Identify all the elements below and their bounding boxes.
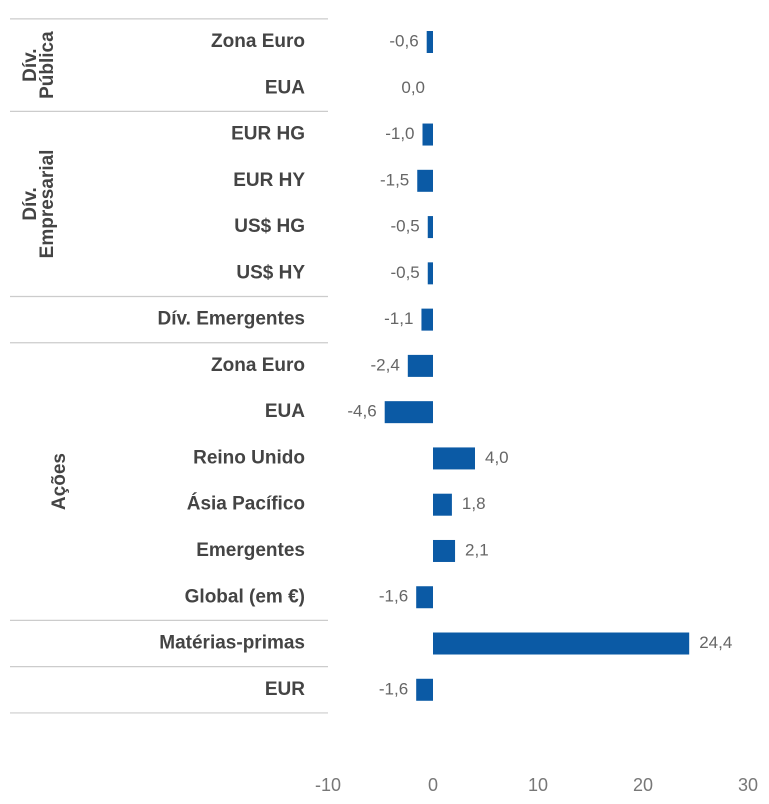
category-label: Dív. Emergentes <box>158 309 305 330</box>
value-label: -1,5 <box>380 170 409 189</box>
bar <box>407 354 433 377</box>
value-label: -1,0 <box>385 124 414 143</box>
category-label: US$ HY <box>236 262 305 283</box>
value-label: -2,4 <box>371 355 400 374</box>
group-label: Pública <box>37 31 58 99</box>
category-label: EUA <box>265 401 305 422</box>
bar <box>433 632 690 655</box>
x-tick-label: 30 <box>738 775 758 795</box>
value-label: 24,4 <box>699 633 732 652</box>
x-tick-label: -10 <box>315 775 341 795</box>
bar <box>433 493 452 516</box>
value-label: 0,0 <box>401 78 425 97</box>
category-label: Reino Unido <box>193 447 305 468</box>
bar <box>422 123 433 146</box>
value-label: -1,6 <box>379 679 408 698</box>
group-label: Dív. <box>20 187 41 220</box>
category-label: EUR HY <box>233 170 305 191</box>
bar <box>417 169 433 192</box>
x-tick-label: 0 <box>428 775 438 795</box>
bar <box>427 216 433 239</box>
category-label: Matérias-primas <box>159 633 305 654</box>
x-tick-label: 20 <box>633 775 653 795</box>
bar <box>421 308 433 331</box>
group-label: Ações <box>49 453 70 510</box>
category-label: Emergentes <box>196 540 305 561</box>
category-label: Zona Euro <box>211 355 305 376</box>
category-label: Zona Euro <box>211 31 305 52</box>
bar <box>416 586 433 609</box>
bar <box>433 539 456 562</box>
bar <box>433 447 475 470</box>
value-label: -0,5 <box>390 263 419 282</box>
value-label: -0,5 <box>390 217 419 236</box>
value-label: -0,6 <box>389 31 418 50</box>
bar <box>427 262 433 285</box>
value-label: -1,1 <box>384 309 413 328</box>
x-tick-label: 10 <box>528 775 548 795</box>
group-label: Empresarial <box>37 150 58 259</box>
category-label: EUR HG <box>231 124 305 145</box>
category-label: Ásia Pacífico <box>187 493 305 515</box>
category-label: US$ HG <box>234 216 305 237</box>
bar <box>416 678 433 701</box>
bar <box>426 31 433 53</box>
bar <box>384 401 433 424</box>
value-label: -4,6 <box>347 402 376 421</box>
value-label: 4,0 <box>485 448 509 467</box>
group-label: Dív. <box>20 48 41 81</box>
category-label: EUR <box>265 679 305 700</box>
category-label: Global (em €) <box>185 586 305 607</box>
value-label: 2,1 <box>465 540 489 559</box>
value-label: 1,8 <box>462 494 486 513</box>
value-label: -1,6 <box>379 587 408 606</box>
category-label: EUA <box>265 77 305 98</box>
